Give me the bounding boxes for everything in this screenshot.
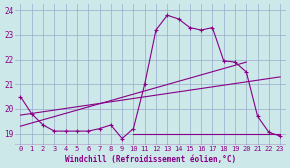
X-axis label: Windchill (Refroidissement éolien,°C): Windchill (Refroidissement éolien,°C)	[65, 155, 236, 164]
